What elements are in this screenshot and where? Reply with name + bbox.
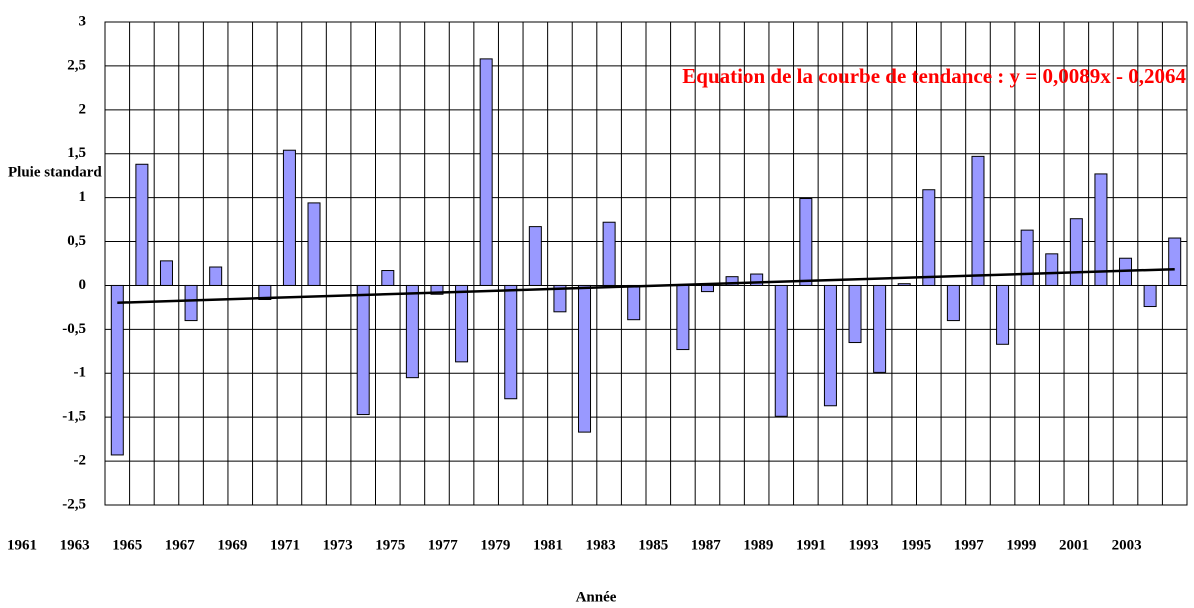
bar — [799, 198, 813, 286]
bar — [282, 149, 296, 286]
bar — [971, 155, 985, 286]
bar — [110, 284, 124, 456]
y-tick-label: 1,5 — [67, 145, 86, 161]
x-tick-label: 1989 — [743, 537, 773, 553]
bar — [504, 284, 518, 400]
y-tick-label: -1,5 — [62, 409, 86, 425]
x-tick-label: 1979 — [480, 537, 510, 553]
x-tick-label: 1993 — [849, 537, 879, 553]
y-tick-label: 0,5 — [67, 233, 86, 249]
x-tick-label: 1985 — [638, 537, 668, 553]
bar — [823, 284, 837, 407]
bar — [627, 284, 641, 321]
bar — [750, 273, 764, 286]
bar — [873, 284, 887, 373]
x-tick-label: 2001 — [1059, 537, 1089, 553]
x-tick-label: 1965 — [112, 537, 142, 553]
bar — [996, 284, 1010, 345]
bar — [1168, 237, 1182, 286]
bar — [430, 284, 444, 295]
x-tick-label: 1995 — [901, 537, 931, 553]
y-tick-label: -2 — [74, 453, 87, 469]
x-tick-label: 1969 — [217, 537, 247, 553]
bar — [184, 284, 198, 322]
bar — [922, 189, 936, 286]
bar — [897, 283, 911, 286]
bar — [159, 260, 173, 286]
trend-line — [117, 267, 1175, 305]
bar — [848, 284, 862, 344]
bar — [1045, 253, 1059, 286]
y-tick-label: -2,5 — [62, 496, 86, 512]
y-tick-label: 0 — [79, 277, 87, 293]
x-tick-label: 2003 — [1112, 537, 1142, 553]
bar — [602, 221, 616, 286]
y-tick-label: 2,5 — [67, 57, 86, 73]
bar — [1094, 173, 1108, 286]
x-tick-label: 1991 — [796, 537, 826, 553]
x-tick-label: 1967 — [165, 537, 196, 553]
x-tick-label: 1971 — [270, 537, 300, 553]
bar — [528, 226, 542, 286]
y-axis-label: Pluie standard — [8, 164, 102, 180]
bar — [553, 284, 567, 313]
bar — [578, 284, 592, 433]
bar — [1020, 229, 1034, 286]
x-tick-label: 1961 — [7, 537, 37, 553]
bar — [774, 284, 788, 417]
x-axis-label: Année — [576, 589, 617, 605]
bar — [725, 276, 739, 286]
annotation: Equation de la courbe de tendance : y = … — [682, 64, 1186, 88]
bar — [307, 202, 321, 286]
bar — [209, 266, 223, 286]
x-tick-label: 1975 — [375, 537, 405, 553]
bar — [479, 58, 493, 286]
x-tick-label: 1987 — [691, 537, 722, 553]
bar — [700, 284, 714, 293]
bar — [405, 284, 419, 379]
bar — [676, 284, 690, 351]
x-tick-label: 1983 — [586, 537, 616, 553]
y-tick-label: 3 — [79, 13, 87, 29]
y-tick-label: 2 — [79, 101, 87, 117]
x-tick-label: 1981 — [533, 537, 563, 553]
bar — [946, 284, 960, 322]
bar — [135, 163, 149, 286]
y-tick-label: -1 — [74, 365, 87, 381]
x-tick-label: 1963 — [60, 537, 90, 553]
x-tick-label: 1977 — [428, 537, 459, 553]
bar — [455, 284, 469, 363]
bar — [258, 284, 272, 301]
y-tick-label: 1 — [79, 189, 87, 205]
x-tick-label: 1999 — [1006, 537, 1036, 553]
x-tick-label: 1997 — [954, 537, 985, 553]
bar — [356, 284, 370, 416]
bar — [381, 270, 395, 286]
x-tick-label: 1973 — [323, 537, 353, 553]
y-tick-label: -0,5 — [62, 321, 86, 337]
bar — [1069, 218, 1083, 286]
bar — [1143, 284, 1157, 308]
